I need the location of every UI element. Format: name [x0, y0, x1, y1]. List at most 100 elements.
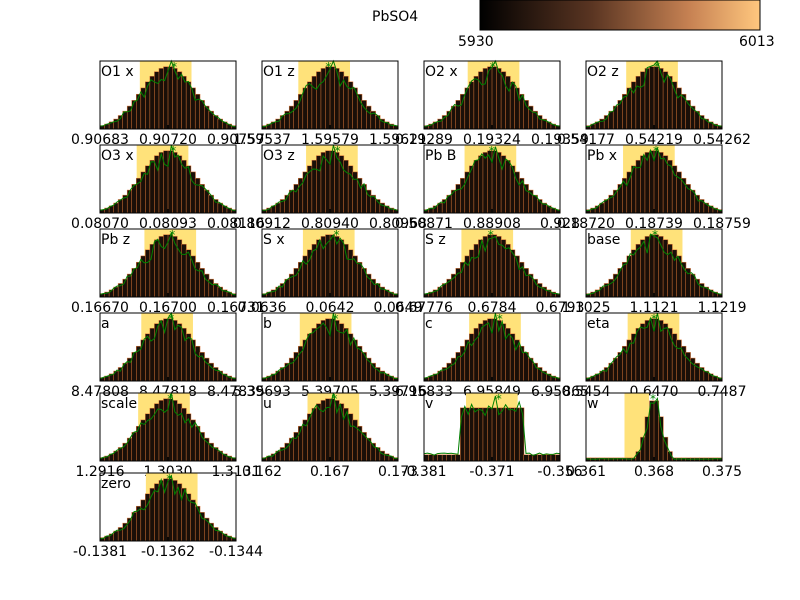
hist-bar [194, 261, 201, 298]
tick-label: 0.67776 [395, 300, 453, 316]
tick-label: 0.90683 [71, 132, 129, 148]
trace-line [99, 474, 237, 540]
hist-bar [509, 333, 516, 382]
hist-bar [450, 454, 457, 462]
hist-bar [653, 66, 660, 130]
panel-b: *b5.39693 5.39705 5.39716 [233, 312, 427, 400]
panel-label: c [425, 316, 433, 332]
hist-bar [432, 454, 439, 462]
hist-bar [505, 159, 511, 214]
trace-line [261, 59, 399, 128]
hist-bar [455, 100, 461, 130]
hist-bar [185, 333, 192, 382]
panel-base: * base 1.1025 1.1121 1.1219 [562, 228, 747, 316]
panel-O2-x: * O2 x 0.19289 0.19324 0.19359 [395, 59, 589, 148]
panel-S-x: * S x 0.0636 0.0642 0.0649 [238, 228, 423, 316]
hist-bar [181, 75, 187, 130]
hist-bar [690, 273, 696, 298]
hist-bar [302, 339, 308, 382]
best-marker: * [332, 392, 338, 406]
tick-label: -0.381 [401, 464, 446, 480]
hist-bar [145, 249, 151, 298]
hist-bar [338, 403, 345, 462]
panel-grid: * O1 x 0.90683 0.90720 0.90757 * O1 z 1.59537 1.… [71, 59, 751, 560]
tick-label: 0.16670 [71, 300, 129, 316]
best-marker: * [652, 228, 658, 242]
hist-bar [635, 243, 641, 298]
trace-line [261, 233, 398, 295]
hist-bar [622, 93, 628, 130]
best-marker: * [333, 312, 339, 326]
tick-label: 0.08070 [71, 216, 129, 232]
hist-bar [172, 480, 178, 542]
hist-bar [149, 75, 155, 130]
best-marker: * [490, 60, 496, 74]
colorbar [479, 0, 761, 31]
hist-bar [329, 66, 336, 130]
hist-bar [307, 249, 313, 298]
hist-bar [523, 352, 529, 382]
hist-bar [288, 189, 295, 214]
hist-bar [676, 87, 682, 130]
hist-bar [356, 345, 363, 382]
hist-bar [505, 407, 511, 462]
hist-bar [550, 454, 557, 462]
panel-label: eta [587, 316, 610, 332]
hist-bar [149, 327, 155, 382]
tick-label: 0.54219 [625, 132, 683, 148]
tick-label: 0.0649 [374, 300, 423, 316]
hist-bar [194, 177, 201, 214]
hist-bar [491, 407, 498, 462]
tick-label: 8.47808 [71, 384, 129, 400]
hist-bar [145, 81, 151, 130]
hist-bar [460, 407, 466, 462]
colorbar-max-label: 6013 [739, 34, 775, 50]
hist-bar [491, 234, 498, 298]
tick-label: -0.1362 [141, 544, 195, 560]
hist-bar [478, 239, 484, 298]
hist-bar [172, 152, 178, 214]
hist-bar [469, 81, 475, 130]
hist-bar [528, 357, 534, 382]
panel-label: scale [101, 396, 137, 412]
tick-label: 8.47835 [207, 384, 265, 400]
hist-bar [631, 249, 637, 298]
best-marker: * [488, 228, 494, 242]
panel-Pb-B: * Pb B 0.50871 0.88908 0.928 [395, 144, 580, 232]
trace-line [423, 59, 561, 128]
hist-bar [131, 184, 137, 214]
hist-bar [649, 66, 655, 130]
trace-line [261, 312, 399, 380]
tick-label: 0.19289 [395, 132, 453, 148]
hist-bar [316, 323, 322, 382]
tick-label: 0.928 [540, 216, 580, 232]
hist-bar [464, 255, 470, 298]
trace-line [585, 146, 723, 212]
hist-bar [460, 93, 466, 130]
trace-line [99, 59, 237, 128]
hist-bar [622, 261, 628, 298]
best-marker: * [653, 144, 659, 158]
tick-label: 0.08093 [139, 216, 197, 232]
trace-line [423, 146, 561, 212]
hist-bar [685, 352, 691, 382]
tick-label: 0.80912 [233, 216, 291, 232]
hist-bar [509, 249, 516, 298]
tick-label: 6.95865 [531, 384, 589, 400]
tick-label: 0.19324 [463, 132, 521, 148]
hist-bar [491, 66, 498, 130]
hist-bar [653, 400, 660, 462]
tick-label: 0.80940 [301, 216, 359, 232]
hist-bar [158, 68, 165, 130]
hist-bar [194, 345, 201, 382]
panel-O3-z: * O3 z 0.80912 0.80940 0.80968 [233, 144, 427, 232]
hist-bar [343, 327, 349, 382]
trace-line [585, 233, 723, 296]
best-marker: * [170, 144, 176, 158]
hist-bar [338, 239, 345, 298]
hist-bar [469, 407, 475, 462]
hist-bar [473, 327, 479, 382]
hist-bar [311, 159, 317, 214]
